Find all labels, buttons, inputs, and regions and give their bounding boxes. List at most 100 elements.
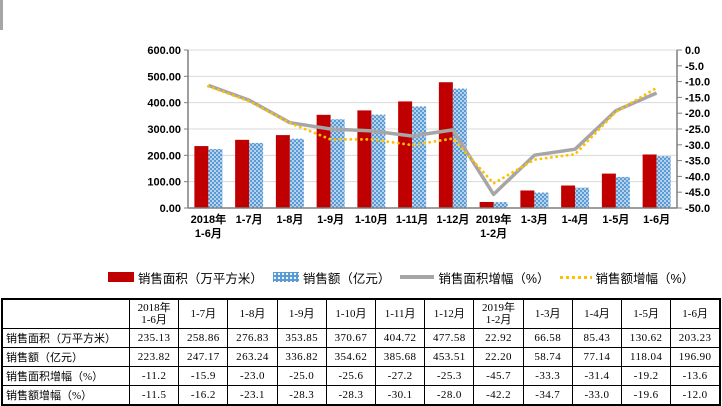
table-cell: -23.0 [227, 366, 278, 386]
table-cell: 453.51 [424, 347, 475, 367]
table-row-label: 销售面积（万平方米） [1, 328, 130, 348]
svg-text:600.00: 600.00 [147, 45, 181, 57]
table-col-header: 1-3月 [522, 298, 573, 329]
table-cell: -42.2 [473, 385, 524, 405]
table-col-header: 1-10月 [325, 298, 377, 329]
table-cell: -25.3 [424, 366, 475, 386]
table-cell: 223.82 [128, 347, 180, 367]
svg-text:0.0: 0.0 [685, 45, 700, 57]
table-cell: 130.62 [621, 328, 672, 348]
table-col-header: 1-7月 [178, 298, 229, 329]
table-row: 销售面积（万平方米） 235.13 258.86 276.83 353.85 370.67… [1, 328, 721, 348]
table-row: 销售面积增幅（%） -11.2 -15.9 -23.0 -25.0 -25.6 -27.2-… [1, 366, 721, 386]
table-cell: -23.1 [227, 385, 278, 405]
table-cell: -16.2 [178, 385, 229, 405]
table-cell: -30.1 [375, 385, 426, 405]
table-cell: 203.23 [670, 328, 721, 348]
table-cell: -11.5 [128, 385, 180, 405]
table-col-header: 2018年 1-6月 [128, 298, 180, 329]
legend-label: 销售面积增幅（%） [438, 271, 550, 286]
table-cell: -12.0 [670, 385, 721, 405]
table-cell: -15.9 [178, 366, 229, 386]
svg-text:1-4月: 1-4月 [562, 213, 589, 226]
table-cell: 22.20 [473, 347, 524, 367]
table-cell: 276.83 [227, 328, 278, 348]
table-cell: -25.6 [325, 366, 377, 386]
table-row-label: 销售额增幅（%） [1, 385, 130, 405]
table-cell: 247.17 [178, 347, 229, 367]
legend-item-area-growth: 销售面积增幅（%） [400, 268, 550, 287]
data-table: 2018年 1-6月 1-7月 1-8月 1-9月 1-10月 1-11月 1-12月 201… [1, 298, 721, 406]
table-col-header: 1-4月 [571, 298, 623, 329]
table-cell: -28.3 [276, 385, 327, 405]
table-cell: 385.68 [375, 347, 426, 367]
table-cell: 235.13 [128, 328, 180, 348]
svg-text:2018年: 2018年 [191, 212, 226, 226]
svg-text:1-12月: 1-12月 [436, 213, 469, 226]
svg-text:1-6月: 1-6月 [643, 213, 670, 226]
table-body: 销售面积（万平方米） 235.13 258.86 276.83 353.85 370.67… [1, 328, 721, 405]
table-row: 销售额（亿元） 223.82 247.17 263.24 336.82 354.62 385… [1, 347, 721, 367]
table-col-header: 2019年 1-2月 [473, 298, 524, 329]
table-cell: -13.6 [670, 366, 721, 386]
table-col-header: 1-8月 [227, 298, 278, 329]
legend-item-amount-growth: 销售额增幅（%） [559, 268, 694, 287]
table-col-header: 1-12月 [424, 298, 475, 329]
table-cell: 258.86 [178, 328, 229, 348]
legend-item-sales-amount: 销售额（亿元） [272, 268, 390, 287]
yellow-dotted-line-swatch-icon [559, 275, 592, 279]
svg-text:1-5月: 1-5月 [602, 213, 629, 226]
table-cell: 58.74 [522, 347, 573, 367]
table-cell: 66.58 [522, 328, 573, 348]
table-cell: 336.82 [276, 347, 327, 367]
table-cell: 404.72 [375, 328, 426, 348]
table-cell: -19.2 [621, 366, 672, 386]
table-cell: -11.2 [128, 366, 180, 386]
svg-text:500.00: 500.00 [147, 71, 181, 83]
table-col-header: 1-5月 [621, 298, 672, 329]
table-cell: -45.7 [473, 366, 524, 386]
table-cell: -19.6 [621, 385, 672, 405]
legend-item-sales-area: 销售面积（万平方米） [107, 268, 263, 287]
table-cell: -33.3 [522, 366, 573, 386]
svg-text:-50.0: -50.0 [685, 203, 710, 215]
svg-text:300.00: 300.00 [147, 124, 181, 136]
table-cell: 77.14 [571, 347, 623, 367]
table-header: 2018年 1-6月 1-7月 1-8月 1-9月 1-10月 1-11月 1-12月 201… [1, 298, 721, 329]
gray-line-swatch-icon [400, 275, 435, 279]
table-cell: 22.92 [473, 328, 524, 348]
svg-text:1-10月: 1-10月 [355, 213, 388, 226]
red-bar-swatch-icon [107, 272, 134, 282]
table-cell: -28.0 [424, 385, 475, 405]
svg-text:1-7月: 1-7月 [236, 213, 263, 226]
svg-text:-35.0: -35.0 [685, 156, 710, 168]
svg-text:-45.0: -45.0 [685, 187, 710, 199]
svg-text:-30.0: -30.0 [685, 140, 710, 152]
svg-text:1-11月: 1-11月 [396, 213, 428, 226]
legend-label: 销售面积（万平方米） [137, 271, 263, 286]
table-cell: 354.62 [325, 347, 377, 367]
table-cell: -34.7 [522, 385, 573, 405]
table-row-label: 销售额（亿元） [1, 347, 130, 367]
svg-text:1-8月: 1-8月 [276, 213, 303, 226]
table-header-row: 2018年 1-6月 1-7月 1-8月 1-9月 1-10月 1-11月 1-12月 201… [1, 298, 721, 329]
table-corner-cell [1, 298, 130, 329]
svg-text:-20.0: -20.0 [685, 108, 710, 120]
svg-text:-5.0: -5.0 [685, 61, 704, 73]
svg-text:0.00: 0.00 [160, 203, 181, 215]
table-cell: 477.58 [424, 328, 475, 348]
svg-text:1-9月: 1-9月 [317, 213, 344, 226]
svg-text:1-3月: 1-3月 [521, 213, 548, 226]
window-edge-fragment [0, 0, 3, 30]
svg-text:-40.0: -40.0 [685, 171, 710, 183]
table-col-header: 1-6月 [670, 298, 721, 329]
table-cell: -27.2 [375, 366, 426, 386]
svg-text:200.00: 200.00 [147, 150, 181, 162]
svg-text:1-6月: 1-6月 [195, 227, 222, 240]
table-cell: 370.67 [325, 328, 377, 348]
svg-text:2019年: 2019年 [476, 212, 511, 226]
chart-legend: 销售面积（万平方米） 销售额（亿元） 销售面积增幅（%） 销售额增幅（%） [80, 267, 722, 287]
svg-text:-15.0: -15.0 [685, 92, 710, 104]
svg-text:1-2月: 1-2月 [480, 227, 507, 240]
combo-chart: 0.00 100.00 200.00 300.00 400.00 500.00 600.00… [147, 45, 710, 240]
